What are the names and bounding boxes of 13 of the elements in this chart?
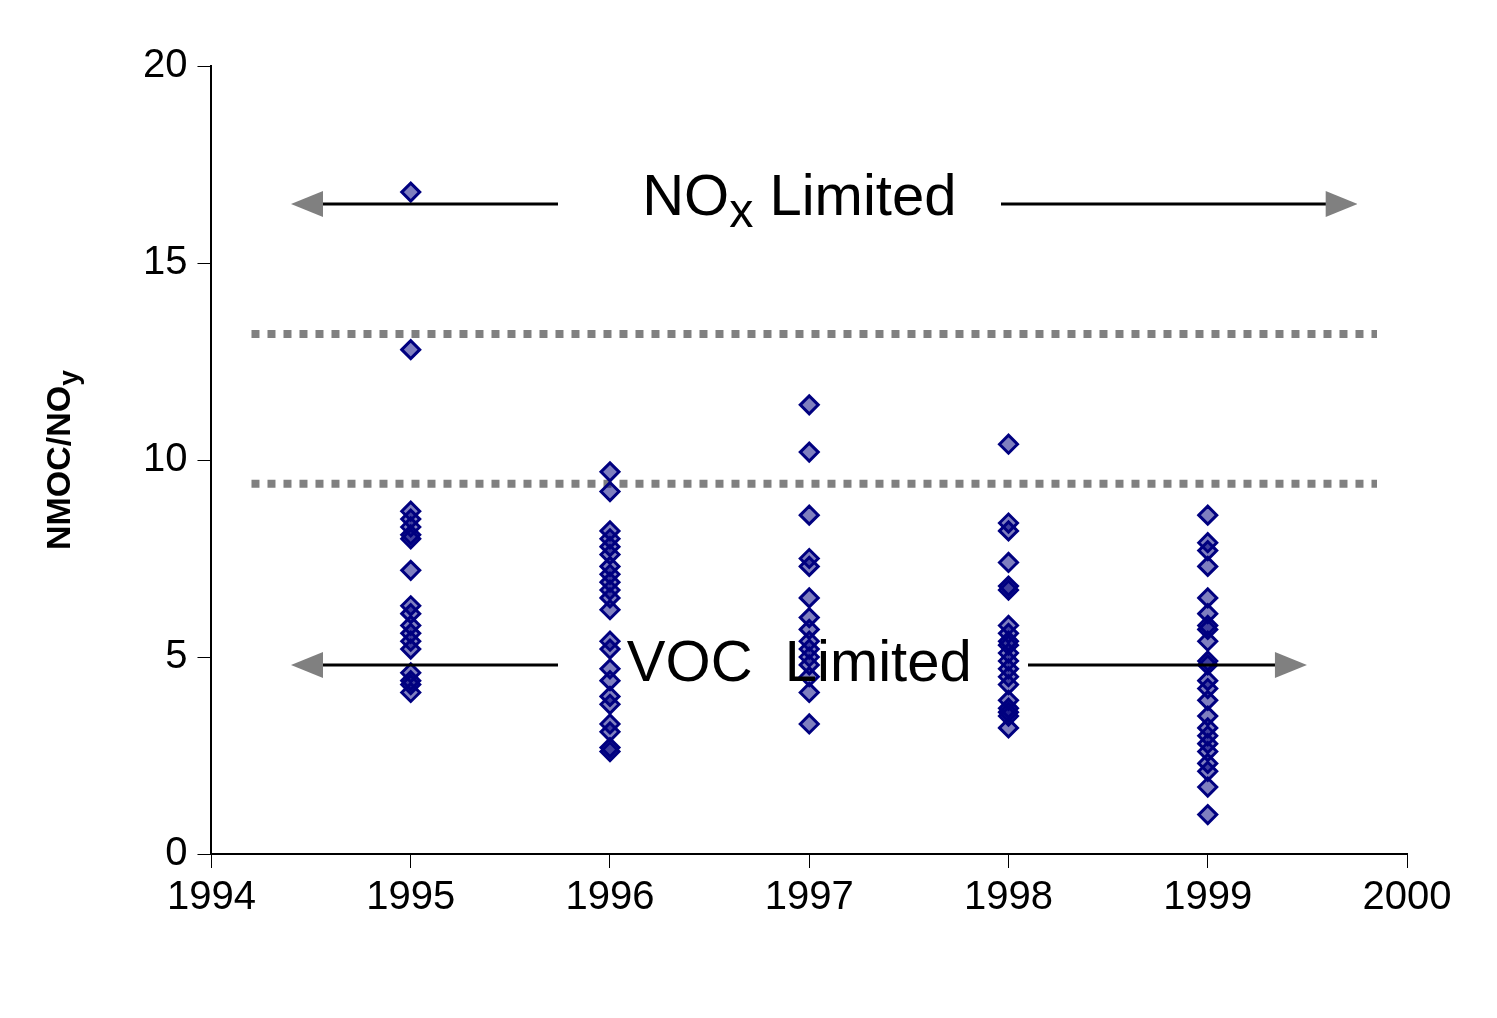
x-tick-label: 1998 — [964, 873, 1053, 918]
x-tick-label: 1996 — [565, 873, 655, 918]
y-tick-label: 5 — [165, 632, 188, 677]
y-tick-label: 10 — [142, 435, 188, 480]
x-tick-label: 1999 — [1163, 873, 1253, 918]
x-tick-label: 2000 — [1362, 873, 1452, 918]
y-tick-label: 0 — [165, 829, 188, 874]
annotation: NO$_{x}$ Limited — [642, 161, 957, 238]
x-tick-label: 1994 — [167, 873, 256, 918]
y-tick-label: 15 — [142, 238, 188, 283]
y-tick-label: 20 — [142, 41, 188, 86]
x-tick-label: 1997 — [764, 873, 854, 918]
x-tick-label: 1995 — [366, 873, 456, 918]
